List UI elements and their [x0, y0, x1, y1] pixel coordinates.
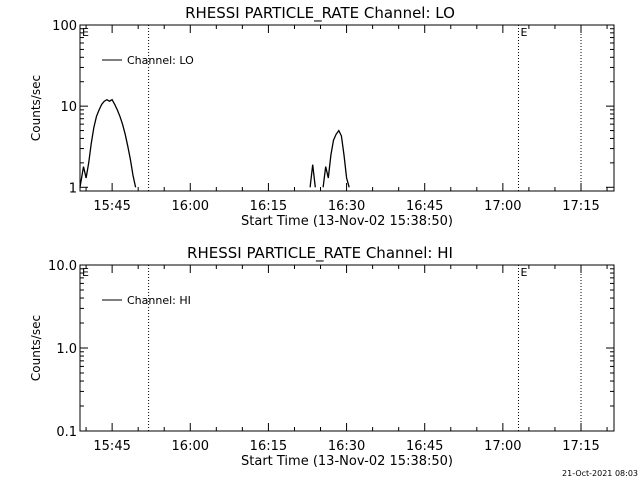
panel2-x-axis-label: Start Time (13-Nov-02 15:38:50): [241, 454, 453, 469]
panel1-x-tick-label: 17:00: [484, 199, 521, 214]
panel1-x-tick-label: 16:30: [328, 199, 365, 214]
panel2-y-tick-label: 0.1: [56, 425, 77, 440]
panel1-series-line: [309, 164, 316, 188]
panel2-x-tick-label: 16:00: [172, 439, 209, 454]
panel2-corner-marker: E: [82, 266, 89, 279]
panel2-x-tick-label: 15:45: [93, 439, 130, 454]
panel1-x-tick-label: 16:45: [406, 199, 443, 214]
panel1-x-axis-label: Start Time (13-Nov-02 15:38:50): [241, 214, 453, 229]
panel1-y-tick-label: 100: [52, 19, 77, 34]
panel1-y-tick-label: 1: [69, 181, 77, 196]
panel2-x-tick-label: 16:45: [406, 439, 443, 454]
panel2-legend-label: Channel: HI: [127, 294, 191, 307]
panel1-x-tick-label: 16:00: [172, 199, 209, 214]
panel1-x-tick-label: 17:15: [562, 199, 599, 214]
panel1-legend-label: Channel: LO: [127, 54, 194, 67]
panel2-x-tick-label: 16:15: [250, 439, 287, 454]
panel2-event-marker-label: E: [520, 266, 527, 279]
panel1-y-axis-label: Counts/sec: [29, 75, 43, 141]
panel2-x-tick-label: 17:15: [562, 439, 599, 454]
panel1-series-line: [322, 129, 350, 188]
panel1-title: RHESSI PARTICLE_RATE Channel: LO: [185, 4, 455, 23]
panel2-plot-frame: [79, 264, 615, 432]
panel1-corner-marker: E: [82, 26, 89, 39]
panel2-y-tick-label: 1.0: [56, 342, 77, 357]
panel1-series-line: [79, 98, 137, 188]
panel1-plot-frame: [79, 24, 615, 192]
panel1-event-marker-label: E: [520, 26, 527, 39]
panel2-title: RHESSI PARTICLE_RATE Channel: HI: [187, 244, 453, 263]
panel1-y-tick-label: 10: [60, 100, 77, 115]
panel2-x-tick-label: 17:00: [484, 439, 521, 454]
panel2-y-axis-label: Counts/sec: [29, 315, 43, 381]
generation-timestamp: 21-Oct-2021 08:03: [562, 469, 638, 478]
panel1-x-tick-label: 15:45: [93, 199, 130, 214]
panel2-y-tick-label: 10.0: [48, 259, 77, 274]
panel2-x-tick-label: 16:30: [328, 439, 365, 454]
panel1-x-tick-label: 16:15: [250, 199, 287, 214]
